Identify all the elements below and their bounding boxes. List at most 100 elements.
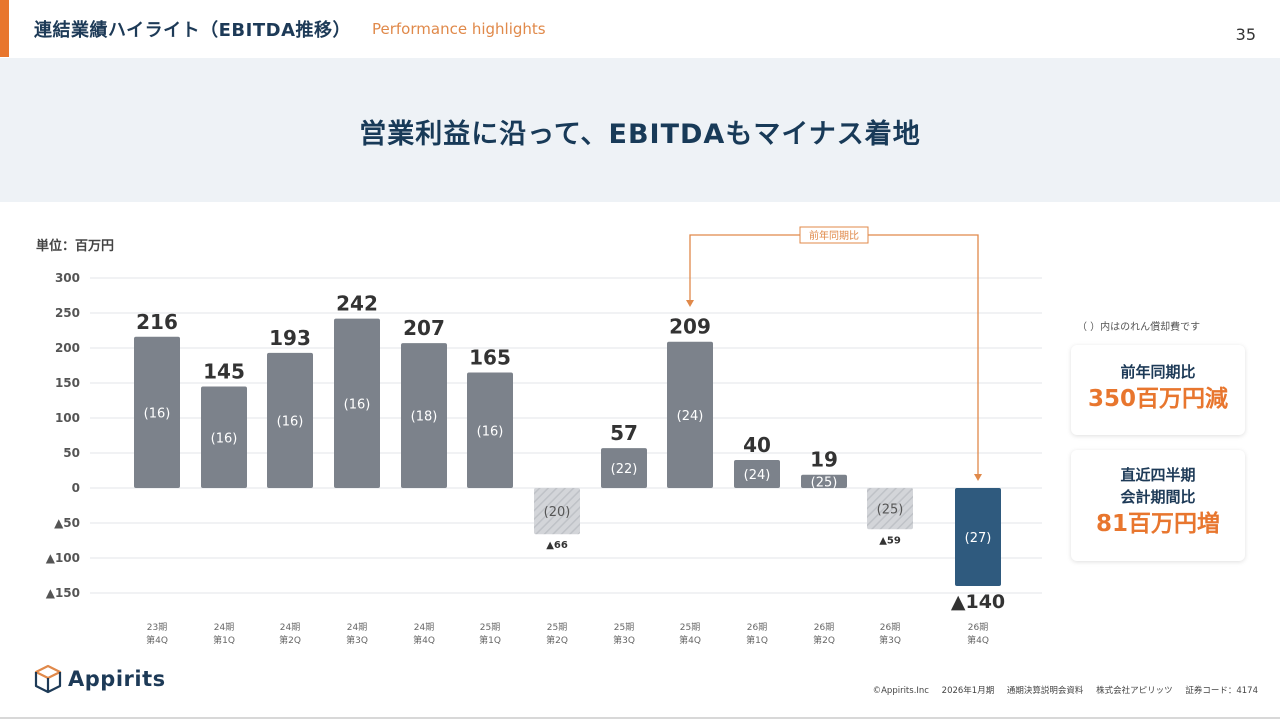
bar	[467, 372, 513, 488]
goodwill-label: (20)	[544, 505, 571, 520]
x-tick-label: 第4Q	[413, 634, 435, 646]
y-tick-label: 100	[55, 411, 80, 425]
goodwill-label: (27)	[965, 531, 992, 546]
x-tick-label: 第1Q	[213, 634, 235, 646]
value-label: 209	[669, 315, 711, 339]
cube-logo-icon	[34, 664, 62, 694]
x-tick-label: 26期	[968, 622, 988, 633]
yoy-card: 前年同期比 350百万円減	[1071, 345, 1245, 435]
goodwill-label: (24)	[744, 468, 771, 483]
qoq-card-label-line1: 直近四半期	[1120, 466, 1196, 484]
page-number: 35	[1235, 25, 1256, 44]
value-label: 216	[136, 310, 178, 334]
yoy-card-value: 350百万円減	[1087, 386, 1228, 412]
bar	[401, 343, 447, 488]
bar	[734, 460, 780, 488]
qoq-card: 直近四半期 会計期間比 81百万円増	[1071, 450, 1245, 561]
y-tick-label: ▲100	[46, 551, 80, 565]
goodwill-label: (16)	[344, 397, 371, 412]
goodwill-label: (16)	[277, 414, 304, 429]
header-accent-bar	[0, 0, 9, 57]
x-tick-label: 第3Q	[879, 634, 901, 646]
goodwill-label: (16)	[211, 431, 238, 446]
bar	[801, 474, 847, 488]
yoy-card-label: 前年同期比	[1120, 363, 1196, 381]
x-tick-label: 第2Q	[813, 634, 835, 646]
arrow-down-icon	[974, 474, 982, 481]
x-tick-label: 25期	[480, 622, 500, 633]
x-tick-label: 第4Q	[967, 634, 989, 646]
goodwill-label: (18)	[411, 410, 438, 425]
x-tick-label: 24期	[347, 622, 367, 633]
x-tick-label: 24期	[414, 622, 434, 633]
bar	[955, 488, 1001, 586]
footer-copyright: ©Appirits.Inc	[872, 686, 929, 696]
arrow-down-icon	[686, 300, 694, 307]
header-subtitle: Performance highlights	[372, 20, 546, 38]
y-tick-label: ▲150	[46, 586, 80, 600]
value-label: 40	[743, 433, 771, 457]
x-tick-label: 第4Q	[679, 634, 701, 646]
goodwill-label: (24)	[677, 409, 704, 424]
bar	[334, 318, 380, 488]
comparison-label: 前年同期比	[809, 229, 859, 242]
goodwill-label: (22)	[611, 462, 638, 477]
value-label: 19	[810, 448, 838, 472]
x-tick-label: 第2Q	[546, 634, 568, 646]
qoq-card-value: 81百万円増	[1095, 511, 1220, 537]
value-label: ▲140	[951, 591, 1005, 613]
footer-doc: 通期決算説明会資料	[1006, 686, 1084, 696]
x-tick-label: 第1Q	[746, 634, 768, 646]
x-tick-label: 第3Q	[346, 634, 368, 646]
x-tick-label: 26期	[814, 622, 834, 633]
x-tick-label: 25期	[680, 622, 700, 633]
goodwill-label: (16)	[477, 424, 504, 439]
footer-period: 2026年1月期	[941, 686, 995, 696]
x-tick-label: 第4Q	[146, 634, 168, 646]
x-tick-label: 24期	[214, 622, 234, 633]
goodwill-label: (25)	[811, 475, 838, 490]
logo-text: Appirits	[68, 667, 166, 691]
bar	[601, 448, 647, 488]
header-title: 連結業績ハイライト（EBITDA推移）	[34, 20, 352, 41]
goodwill-label: (25)	[877, 503, 904, 518]
company-logo: Appirits	[34, 664, 166, 694]
y-tick-label: 250	[55, 306, 80, 320]
unit-label: 単位：百万円	[36, 239, 115, 254]
footer-company: 株式会社アピリッツ	[1096, 686, 1173, 696]
value-label: 145	[203, 360, 245, 384]
y-tick-label: 150	[55, 376, 80, 390]
x-tick-label: 第3Q	[613, 634, 635, 646]
x-tick-label: 26期	[880, 622, 900, 633]
goodwill-label: (16)	[144, 406, 171, 421]
bar	[534, 488, 580, 535]
x-tick-label: 24期	[280, 622, 300, 633]
comparison-label-box	[799, 226, 869, 244]
value-label: 242	[336, 292, 378, 316]
y-tick-label: 200	[55, 341, 80, 355]
value-label: ▲66	[546, 540, 568, 551]
footer: ©Appirits.Inc 2026年1月期 通期決算説明会資料 株式会社アピリ…	[863, 684, 1258, 696]
goodwill-note: （ ）内はのれん償却費です	[1077, 322, 1201, 333]
bottom-divider	[0, 717, 1280, 719]
x-tick-label: 25期	[614, 622, 634, 633]
value-label: 207	[403, 316, 445, 340]
bar	[134, 336, 180, 488]
x-tick-label: 23期	[147, 622, 167, 633]
bar	[667, 341, 713, 488]
headline-banner: 営業利益に沿って、EBITDAもマイナス着地	[0, 58, 1280, 202]
y-tick-label: 0	[72, 481, 80, 495]
bar	[867, 488, 913, 530]
y-tick-label: ▲50	[54, 516, 80, 530]
x-tick-label: 第1Q	[479, 634, 501, 646]
value-label: ▲59	[879, 535, 901, 546]
qoq-card-label-line2: 会計期間比	[1120, 488, 1196, 506]
x-tick-label: 25期	[547, 622, 567, 633]
ebitda-bar-chart: 300 250 200 150 100 50 0 ▲50 ▲100 ▲150 (16) 216 (16…	[46, 226, 1042, 646]
headline-title: 営業利益に沿って、EBITDAもマイナス着地	[359, 119, 921, 150]
value-label: 165	[469, 346, 511, 370]
value-label: 57	[610, 421, 638, 445]
y-tick-label: 300	[55, 271, 80, 285]
value-label: 193	[269, 326, 311, 350]
bar	[267, 352, 313, 488]
